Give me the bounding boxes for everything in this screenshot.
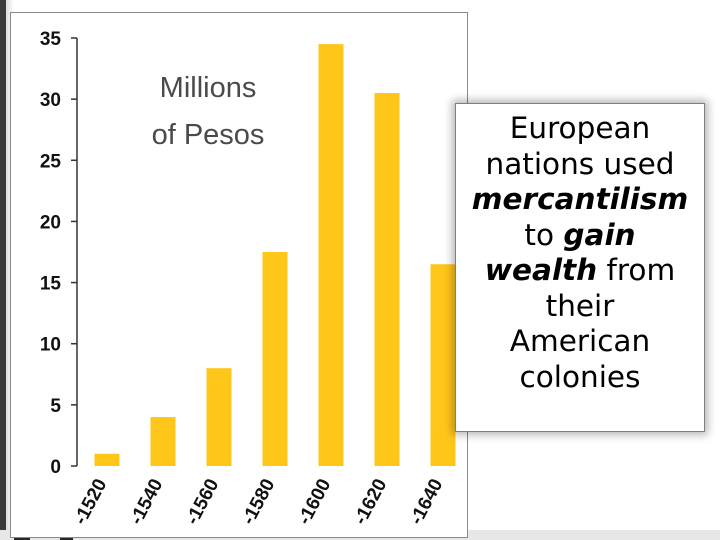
chart-title-line: Millions — [160, 72, 257, 104]
callout-emphasis: mercantilism — [471, 182, 689, 216]
bar — [94, 453, 120, 466]
bar — [150, 417, 176, 466]
y-tick-label: 0 — [50, 457, 61, 478]
x-tick-label: -1560 — [182, 475, 223, 528]
callout-line: to — [524, 217, 564, 252]
callout-line: their — [545, 288, 615, 323]
y-tick-label: 20 — [40, 212, 61, 233]
bar — [318, 44, 344, 466]
x-tick-label: -1520 — [70, 475, 111, 528]
x-tick-label: -1540 — [126, 475, 167, 528]
chart-panel: 0 5 10 15 20 25 30 35 -1520 -1540 -1560 -1580 -1600-… — [10, 12, 468, 538]
bar — [374, 93, 400, 467]
bar — [262, 252, 288, 466]
callout-line: from — [597, 253, 676, 287]
y-tick-label: 10 — [40, 335, 61, 356]
x-tick-label: -1620 — [350, 475, 391, 528]
chart-title-line: of Pesos — [152, 119, 265, 151]
y-tick-label: 5 — [50, 396, 61, 417]
callout-line: colonies — [519, 359, 641, 394]
callout-emphasis: wealth — [484, 253, 598, 287]
callout-line: European — [509, 111, 651, 145]
x-tick-label: -1580 — [238, 475, 279, 528]
callout-line: American — [509, 324, 651, 358]
y-tick-label: 15 — [40, 274, 62, 295]
callout-line: nations used — [485, 146, 675, 181]
x-tick-label: -1600 — [294, 475, 335, 528]
x-tick-label: -1640 — [406, 475, 447, 528]
callout-box: European nations used mercantilism to ga… — [455, 103, 705, 432]
y-tick-label: 30 — [40, 90, 61, 111]
bar — [430, 264, 456, 466]
y-tick-label: 25 — [40, 151, 62, 172]
slide-left-edge — [0, 0, 6, 540]
callout-emphasis: gain — [563, 217, 636, 252]
y-tick-label: 35 — [40, 29, 62, 50]
bar — [206, 368, 232, 466]
